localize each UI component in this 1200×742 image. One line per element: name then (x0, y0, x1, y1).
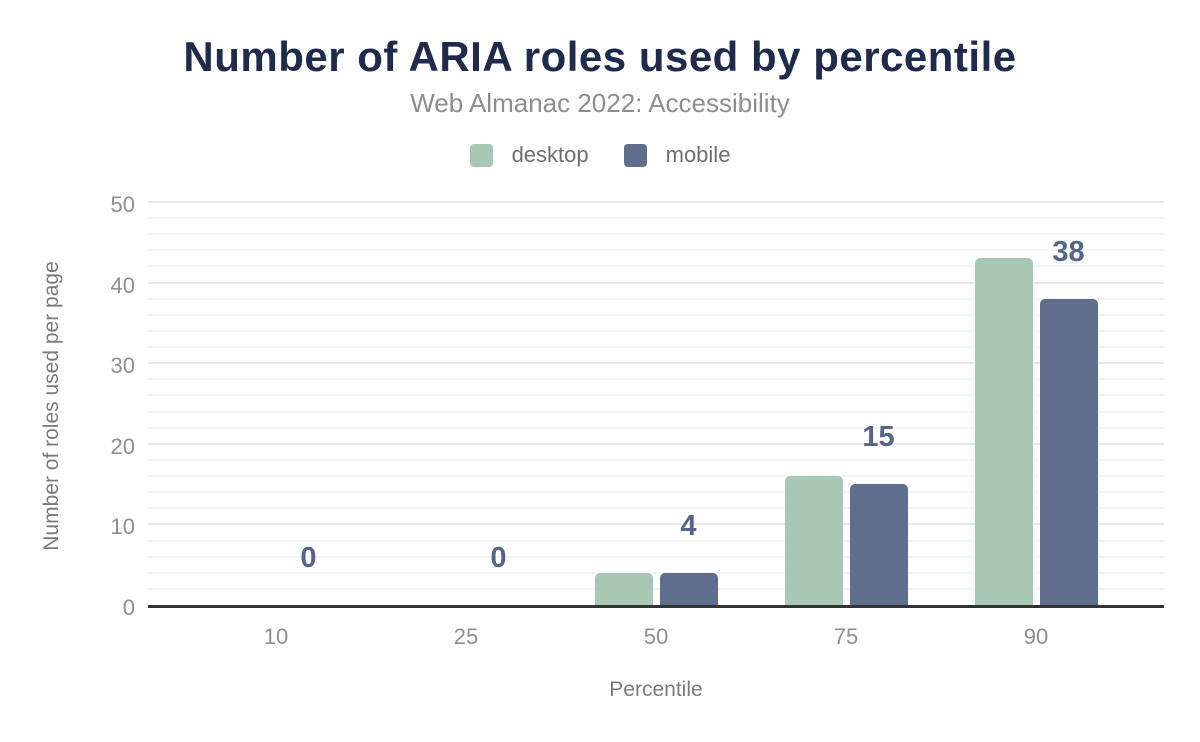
bar-desktop-75 (784, 476, 843, 605)
gridline-minor (148, 587, 1164, 590)
gridline-minor (148, 410, 1164, 413)
y-tick-label: 40 (110, 272, 135, 298)
legend-label-desktop: desktop (511, 142, 589, 167)
gridline-minor (148, 297, 1164, 300)
gridline-major (148, 362, 1164, 365)
bar-desktop-50 (594, 572, 653, 605)
legend: desktop mobile (0, 142, 1200, 168)
gridline-minor (148, 313, 1164, 316)
gridline-minor (148, 394, 1164, 397)
y-tick-label: 0 (122, 595, 135, 620)
bar-value-label: 15 (862, 421, 895, 454)
gridline-minor (148, 491, 1164, 494)
x-tick-label: 75 (833, 624, 859, 649)
gridline-major (148, 201, 1164, 203)
bar-value-label: 38 (1052, 235, 1085, 268)
x-axis-title: Percentile (609, 678, 703, 701)
chart-title: Number of ARIA roles used by percentile (183, 33, 1017, 80)
y-tick-label: 20 (110, 433, 135, 459)
gridline-minor (148, 458, 1164, 461)
chart-subtitle: Web Almanac 2022: Accessibility (410, 88, 790, 118)
gridline-minor (148, 329, 1164, 332)
bar-mobile-90 (1039, 298, 1098, 605)
bar-value-label: 0 (490, 542, 507, 574)
gridline-minor (148, 378, 1164, 381)
x-tick-label: 10 (263, 624, 289, 649)
gridline-minor (148, 426, 1164, 429)
y-tick-label: 50 (110, 192, 135, 217)
y-tick-label: 10 (110, 514, 135, 540)
bar-mobile-50 (659, 572, 718, 605)
bar-value-label: 4 (680, 509, 697, 542)
x-tick-label: 90 (1023, 624, 1049, 649)
gridline-major (148, 281, 1164, 284)
legend-swatch-mobile (623, 143, 647, 167)
x-tick-label: 25 (453, 624, 479, 649)
legend-item-desktop: desktop (469, 142, 589, 168)
gridline-minor (148, 555, 1164, 558)
y-tick-label: 30 (110, 353, 135, 379)
gridline-major (148, 442, 1164, 445)
x-tick-label: 50 (643, 624, 669, 649)
gridline-major (148, 523, 1164, 526)
legend-label-mobile: mobile (665, 142, 731, 167)
gridline-minor (148, 233, 1164, 236)
gridline-minor (148, 571, 1164, 574)
gridline-minor (148, 249, 1164, 252)
plot-area: 0 0 4 15 38 (148, 201, 1164, 608)
bar-desktop-90 (974, 258, 1033, 605)
gridline-minor (148, 265, 1164, 268)
gridline-minor (148, 507, 1164, 510)
legend-item-mobile: mobile (623, 142, 731, 168)
gridline-minor (148, 539, 1164, 542)
bar-value-label: 0 (300, 542, 317, 574)
y-axis-title: Number of roles used per page (40, 261, 63, 551)
legend-swatch-desktop (469, 143, 493, 167)
bar-mobile-75 (849, 484, 908, 605)
gridline-minor (148, 217, 1164, 220)
gridline-minor (148, 346, 1164, 349)
gridline-minor (148, 475, 1164, 478)
